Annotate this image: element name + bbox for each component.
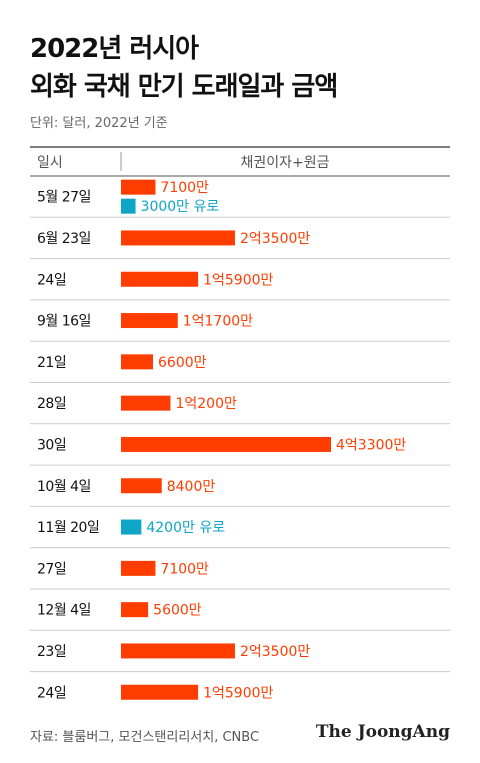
bar-usd bbox=[121, 271, 199, 287]
bar-usd bbox=[121, 560, 156, 576]
bar-value-label: 8400만 bbox=[167, 479, 216, 495]
column-header-amount: 채권이자+원금 bbox=[240, 155, 329, 171]
row-date-label: 24일 bbox=[37, 272, 66, 288]
row-date-label: 6월 23일 bbox=[37, 231, 91, 247]
row-date-label: 28일 bbox=[37, 396, 66, 412]
bar-value-label: 5600만 bbox=[153, 603, 202, 619]
bar-eur bbox=[121, 198, 136, 214]
title-line-1: 2022년 러시아 bbox=[30, 34, 199, 64]
bar-usd bbox=[121, 395, 171, 411]
row-date-label: 5월 27일 bbox=[37, 190, 91, 206]
source-note: 자료: 블룸버그, 모건스탠리리서치, CNBC bbox=[30, 730, 260, 745]
bar-eur bbox=[121, 519, 142, 535]
row-date-label: 10월 4일 bbox=[37, 479, 91, 495]
title-line-2: 외화 국채 만기 도래일과 금액 bbox=[30, 72, 338, 102]
bar-usd bbox=[121, 354, 154, 370]
bar-usd bbox=[121, 179, 156, 195]
publisher-logo: The JoongAng bbox=[315, 722, 450, 742]
chart-title: 2022년 러시아 외화 국채 만기 도래일과 금액 bbox=[30, 30, 338, 106]
bar-usd bbox=[121, 230, 235, 246]
unit-note: 단위: 달러, 2022년 기준 bbox=[30, 116, 168, 131]
row-date-label: 24일 bbox=[37, 685, 66, 701]
bar-value-label: 2억3500만 bbox=[240, 644, 310, 660]
bar-usd bbox=[121, 602, 149, 618]
row-date-label: 30일 bbox=[37, 437, 66, 453]
bar-value-label: 1억5900만 bbox=[203, 272, 273, 288]
bar-value-label: 1억1700만 bbox=[183, 314, 253, 330]
column-header-date: 일시 bbox=[37, 155, 63, 171]
bar-value-label: 2억3500만 bbox=[240, 231, 310, 247]
bar-value-label: 4억3300만 bbox=[336, 437, 406, 453]
bar-value-label: 1억5900만 bbox=[203, 685, 273, 701]
bar-value-label: 1억200만 bbox=[175, 396, 237, 412]
row-date-label: 23일 bbox=[37, 644, 66, 660]
bar-usd bbox=[121, 684, 199, 700]
bar-usd bbox=[121, 643, 235, 659]
bar-value-label: 4200만 유로 bbox=[146, 520, 225, 536]
row-date-label: 9월 16일 bbox=[37, 314, 91, 330]
bar-value-label: 7100만 bbox=[160, 180, 209, 196]
row-date-label: 27일 bbox=[37, 561, 66, 577]
bar-value-label: 6600만 bbox=[158, 355, 207, 371]
row-date-label: 12월 4일 bbox=[37, 603, 91, 619]
bar-value-label: 7100만 bbox=[160, 561, 209, 577]
bar-usd bbox=[121, 313, 178, 329]
row-date-label: 21일 bbox=[37, 355, 66, 371]
bar-usd bbox=[121, 478, 162, 494]
bar-usd bbox=[121, 436, 331, 452]
bar-value-label: 3000만 유로 bbox=[141, 199, 220, 215]
row-date-label: 11월 20일 bbox=[37, 520, 99, 536]
